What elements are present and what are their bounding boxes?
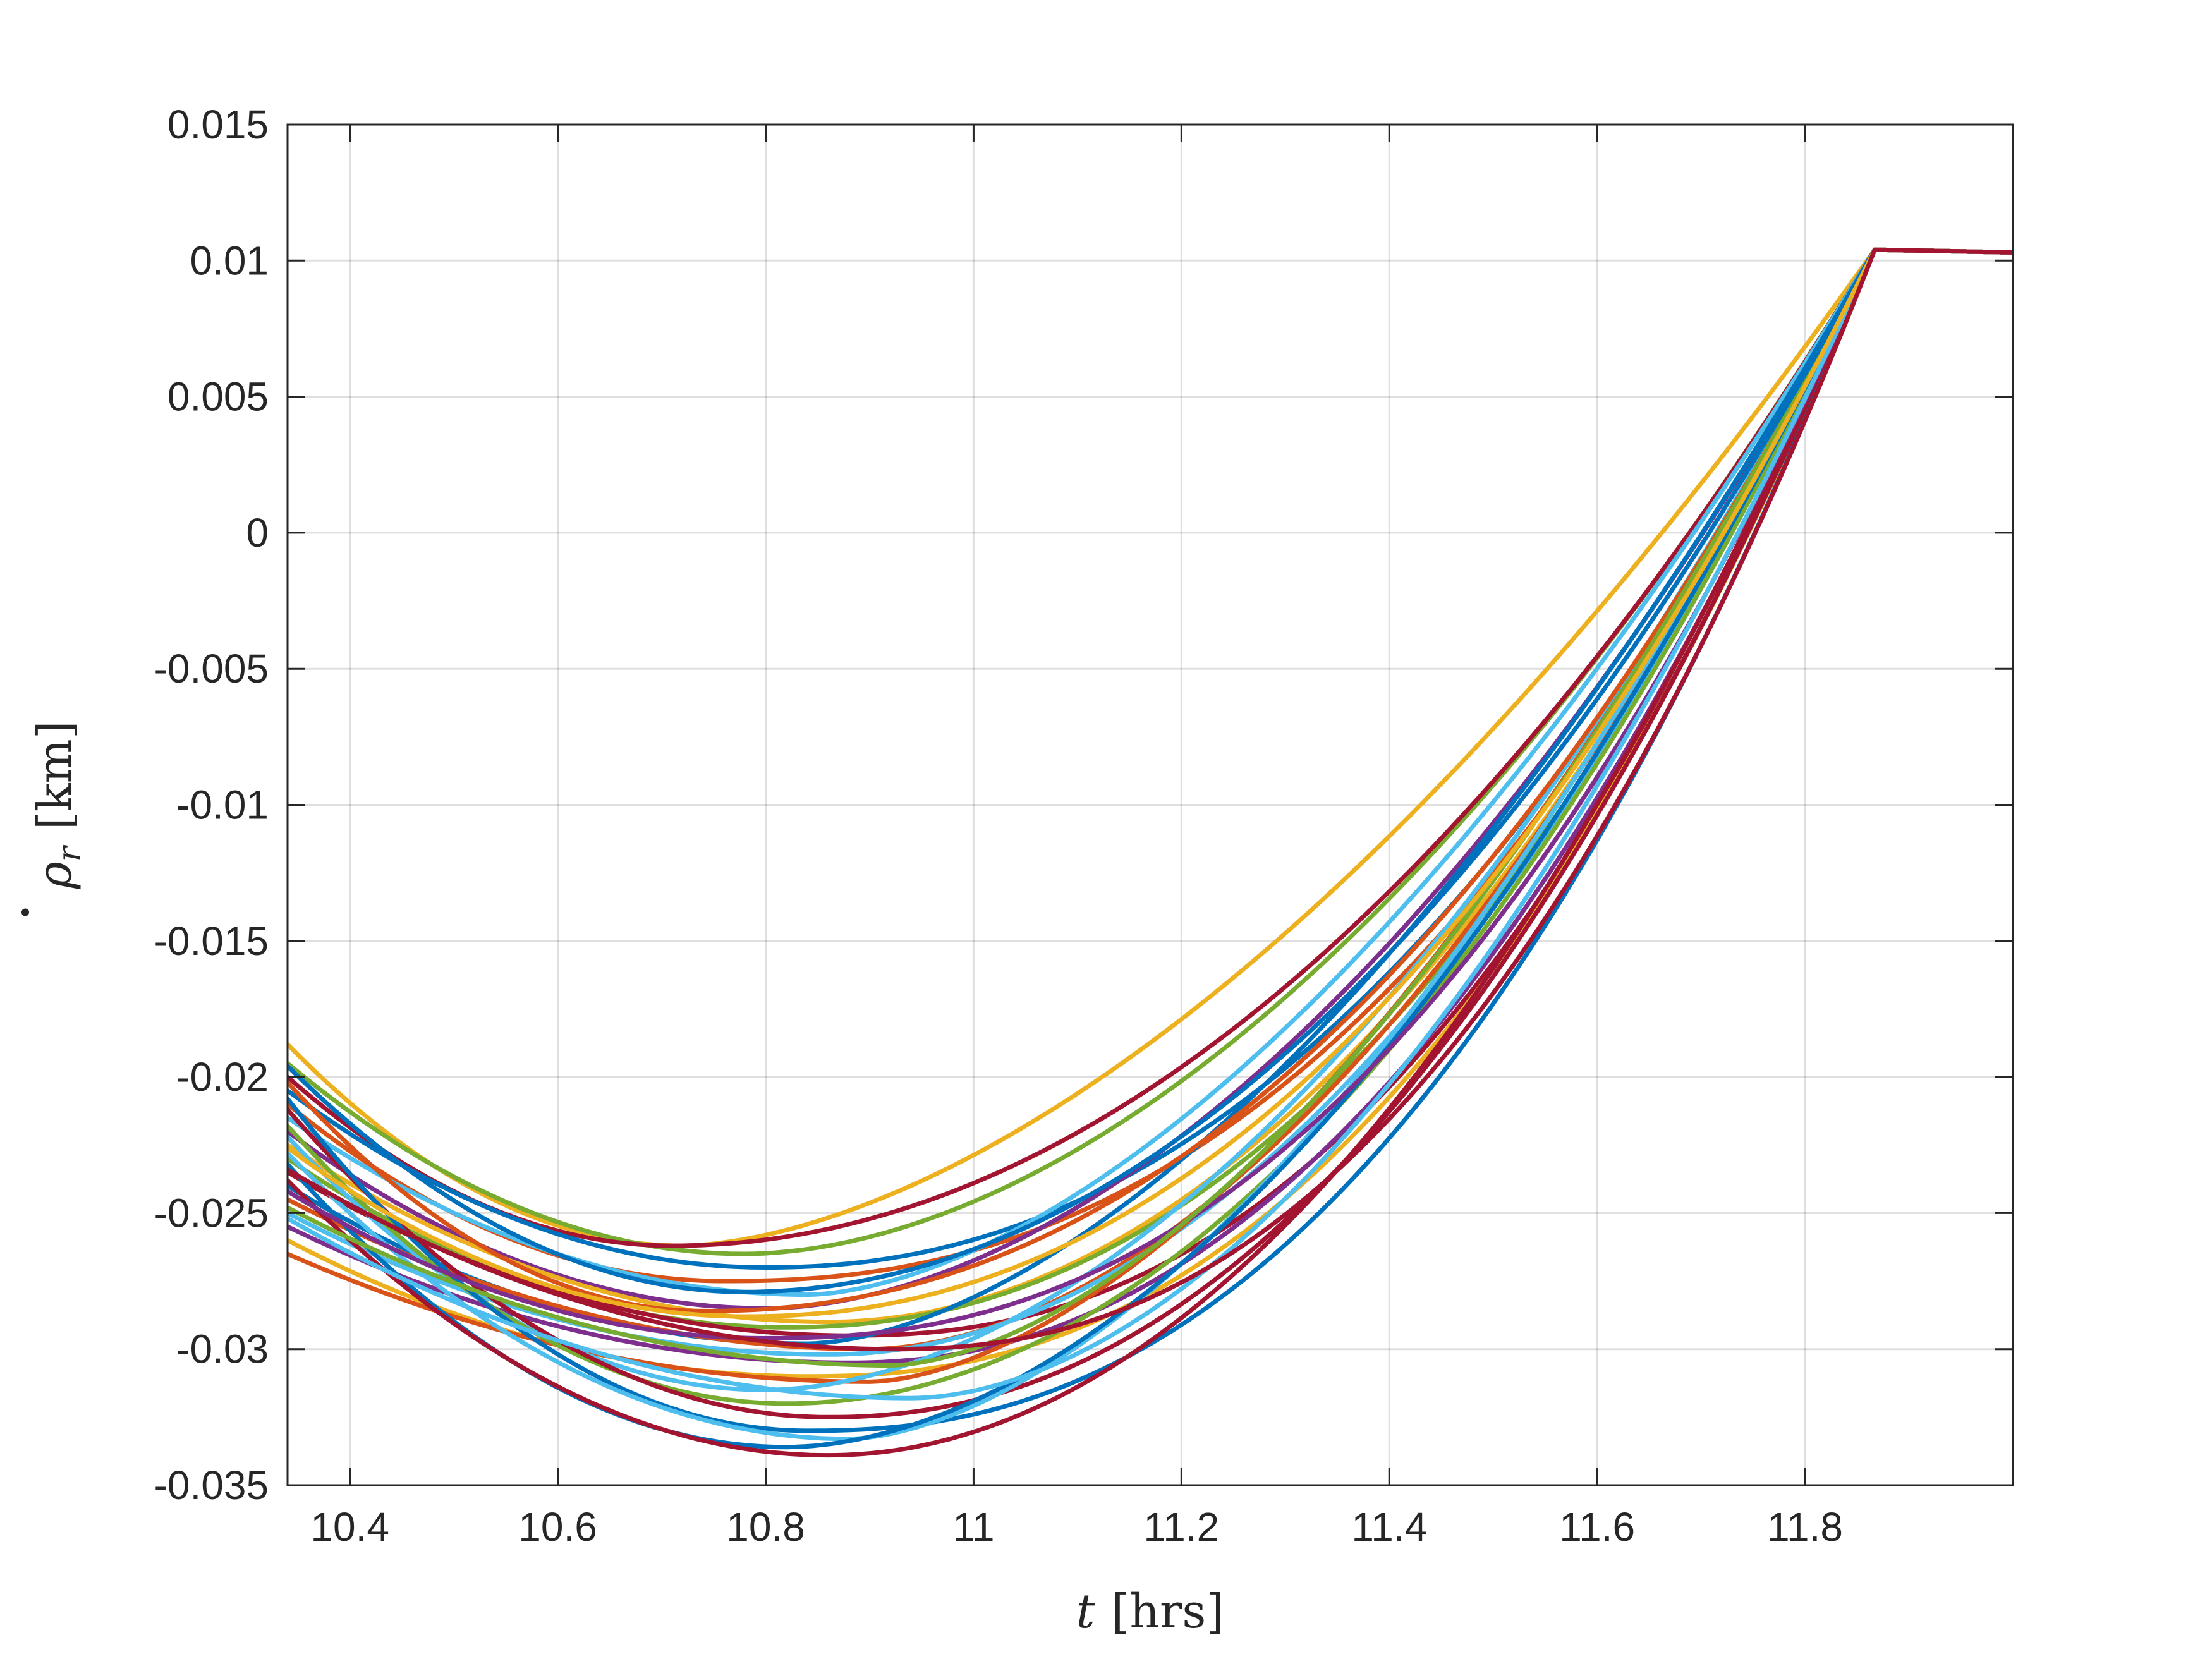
x-tick-label: 11 [952, 1504, 994, 1550]
series-line [288, 247, 2013, 1311]
y-tick-label: -0.02 [176, 1054, 269, 1100]
series-line [288, 247, 2013, 1294]
series-line [288, 247, 2013, 1368]
y-tick-label: 0.005 [167, 374, 269, 420]
series-line [288, 247, 2013, 1313]
series-line [288, 247, 2013, 1401]
y-tick-label: 0.01 [190, 238, 269, 283]
y-axis-label: ρr [km] [21, 720, 87, 916]
y-tick-labels: -0.035 -0.03 -0.025 -0.02 -0.015 -0.01 -0.005 0… [154, 102, 269, 1508]
grid-lines [288, 123, 2013, 1486]
x-axis-unit: [hrs] [1112, 1584, 1225, 1639]
y-tick-label: 0.015 [167, 102, 269, 147]
x-tick-label: 10.4 [310, 1504, 389, 1550]
series-line [288, 247, 2013, 1442]
x-tick-label: 11.6 [1559, 1504, 1635, 1550]
series-lines [288, 247, 2013, 1458]
series-line [288, 247, 2013, 1458]
x-tick-label: 10.6 [518, 1504, 597, 1550]
series-line [288, 247, 2013, 1352]
y-axis-subscript: r [51, 844, 87, 861]
y-tick-label: -0.03 [176, 1327, 269, 1372]
x-tick-label: 10.8 [726, 1504, 805, 1550]
series-line [288, 247, 2013, 1340]
series-line [288, 247, 2013, 1270]
x-axis-var: t [1076, 1584, 1095, 1639]
y-tick-label: -0.025 [154, 1190, 269, 1236]
y-tick-label: -0.01 [176, 782, 269, 828]
y-axis-var: ρ [28, 861, 82, 890]
y-axis-dot-accent [21, 908, 29, 916]
series-line [288, 247, 2013, 1450]
series-line [288, 247, 2013, 1384]
svg-text:ρr[km]: ρr [km] [28, 720, 87, 889]
x-tick-label: 11.4 [1351, 1504, 1427, 1550]
y-tick-label: -0.005 [154, 646, 269, 691]
series-line [288, 247, 2013, 1319]
y-axis-unit: [km] [28, 720, 82, 830]
series-line [288, 247, 2013, 1248]
series-line [288, 247, 2013, 1297]
series-line [288, 247, 2013, 1256]
x-tick-label: 11.8 [1767, 1504, 1843, 1550]
y-tick-label: -0.015 [154, 918, 269, 964]
x-axis-label: t [hrs] [1076, 1584, 1225, 1639]
series-line [288, 247, 2013, 1248]
x-tick-labels: 10.4 10.6 10.8 11 11.2 11.4 11.6 11.8 [310, 1504, 1843, 1550]
x-tick-label: 11.2 [1143, 1504, 1219, 1550]
tick-marks [288, 123, 2013, 1486]
series-line [288, 247, 2013, 1284]
y-tick-label: -0.035 [154, 1462, 269, 1508]
y-tick-label: 0 [246, 510, 269, 556]
series-line [288, 247, 2013, 1379]
